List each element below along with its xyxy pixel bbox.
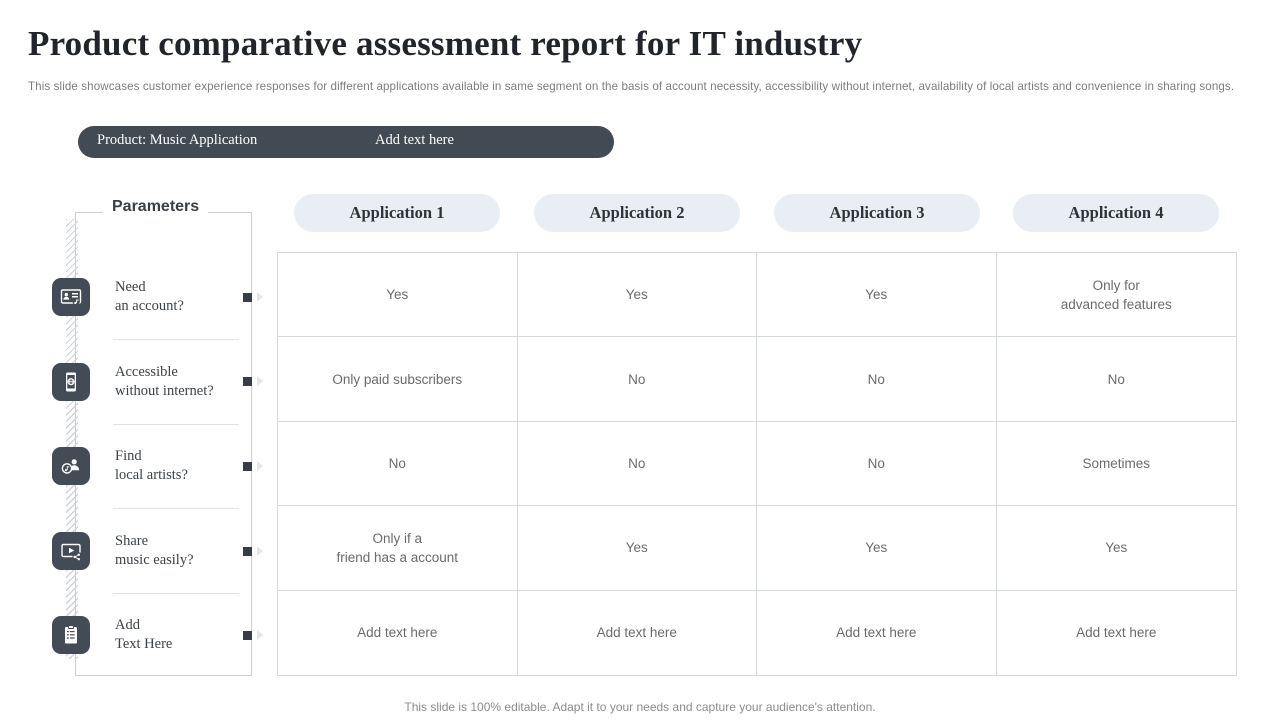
chevron-right-icon [257, 376, 263, 386]
chevron-right-icon [257, 630, 263, 640]
column-header-application-3: Application 3 [774, 194, 980, 232]
page-title: Product comparative assessment report fo… [28, 24, 863, 63]
table-cell-add-text[interactable]: Add text here [1076, 625, 1157, 641]
product-label: Product: Music Application [97, 132, 258, 148]
column-header-application-1: Application 1 [294, 194, 500, 232]
column-header-application-2: Application 2 [534, 194, 740, 232]
chevron-right-icon [257, 461, 263, 471]
table-cell: Only paid subscribers [278, 337, 518, 422]
editable-note: This slide is 100% editable. Adapt it to… [404, 700, 876, 714]
table-cell: No [757, 337, 997, 422]
table-cell-add-text[interactable]: Add text here [757, 590, 997, 675]
parameter-separator [113, 508, 239, 509]
table-cell-add-text[interactable]: Add text here [518, 590, 757, 675]
share-media-icon [52, 532, 90, 570]
table-cell: Yes [757, 253, 997, 338]
table-cell: Sometimes [996, 422, 1236, 507]
slide-description: This slide showcases customer experience… [28, 80, 1235, 93]
column-header-application-4: Application 4 [1013, 194, 1219, 232]
parameter-marker [243, 631, 252, 640]
parameter-separator [113, 593, 239, 594]
table-cell: Yes [278, 253, 518, 338]
parameter-marker [243, 377, 252, 386]
parameter-marker [243, 462, 252, 471]
chevron-right-icon [257, 546, 263, 556]
parameter-label-accessible-offline: Accessible without internet? [115, 364, 214, 399]
artist-search-icon [52, 447, 90, 485]
parameter-separator [113, 339, 239, 340]
chevron-right-icon [257, 292, 263, 302]
phone-globe-icon [52, 363, 90, 401]
parameter-label-share-music: Share music easily? [115, 533, 194, 568]
account-card-music-icon [52, 278, 90, 316]
table-cell: Yes [517, 253, 757, 338]
table-cell: Yes [757, 506, 997, 591]
table-cell: No [517, 337, 757, 422]
product-add-text-placeholder[interactable]: Add text here [375, 132, 454, 148]
parameters-heading: Parameters [103, 198, 209, 216]
parameter-marker [243, 547, 252, 556]
parameter-marker [243, 293, 252, 302]
table-cell: Only for advanced features [996, 253, 1236, 338]
table-cell: Yes [517, 506, 757, 591]
checklist-icon [52, 616, 90, 654]
parameter-label-need-account: Need an account? [115, 279, 184, 314]
parameter-label-find-artists: Find local artists? [115, 448, 188, 483]
table-cell: Only if a friend has a account [278, 506, 518, 591]
table-cell: No [278, 421, 518, 507]
table-cell: No [757, 421, 997, 507]
table-cell: No [996, 337, 1236, 422]
parameter-label-add-text[interactable]: Add Text Here [115, 617, 173, 652]
table-cell: No [517, 421, 757, 507]
product-bar: Product: Music Application Add text here [78, 126, 614, 158]
parameter-separator [113, 424, 239, 425]
comparison-table: Yes Yes Yes Only for advanced features O… [277, 252, 1237, 676]
table-cell: Yes [996, 506, 1236, 591]
table-cell-add-text[interactable]: Add text here [278, 590, 518, 675]
